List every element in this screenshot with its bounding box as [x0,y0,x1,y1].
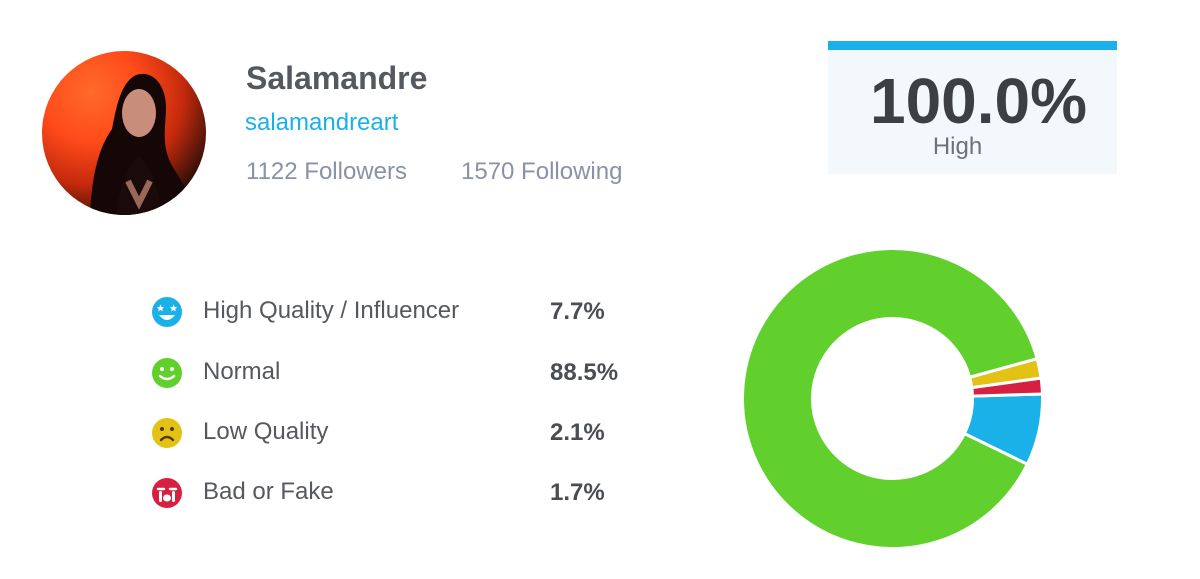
legend-value: 7.7% [550,298,605,325]
star-eyes-face-icon [152,297,182,327]
legend-value: 2.1% [550,419,605,446]
followers-count: 1122 Followers [246,158,407,185]
donut-chart [741,247,1044,550]
legend-label: Low Quality [203,418,329,445]
legend-label: High Quality / Influencer [203,297,460,324]
score-accent-bar [828,41,1117,50]
legend-label: Normal [203,358,281,385]
crying-face-icon [152,478,182,508]
legend-value: 88.5% [550,359,619,386]
following-count: 1570 Following [461,158,623,185]
score-value: 100.0% [869,65,1088,137]
sad-face-icon [152,418,182,448]
avatar [42,51,206,215]
quality-score-card: 100.0% High [828,41,1117,174]
legend-value: 1.7% [550,479,605,506]
profile-handle-link[interactable]: salamandreart [245,109,399,136]
smile-face-icon [152,358,182,388]
legend-item-high-quality: High Quality / Influencer 7.7% [151,293,651,333]
legend-item-normal: Normal 88.5% [151,354,651,394]
score-label: High [932,133,983,160]
legend-item-bad-or-fake: Bad or Fake 1.7% [151,474,651,514]
legend-item-low-quality: Low Quality 2.1% [151,414,651,454]
donut-slice-normal [741,247,1039,550]
legend-label: Bad or Fake [203,478,334,505]
profile-name: Salamandre [246,60,428,96]
